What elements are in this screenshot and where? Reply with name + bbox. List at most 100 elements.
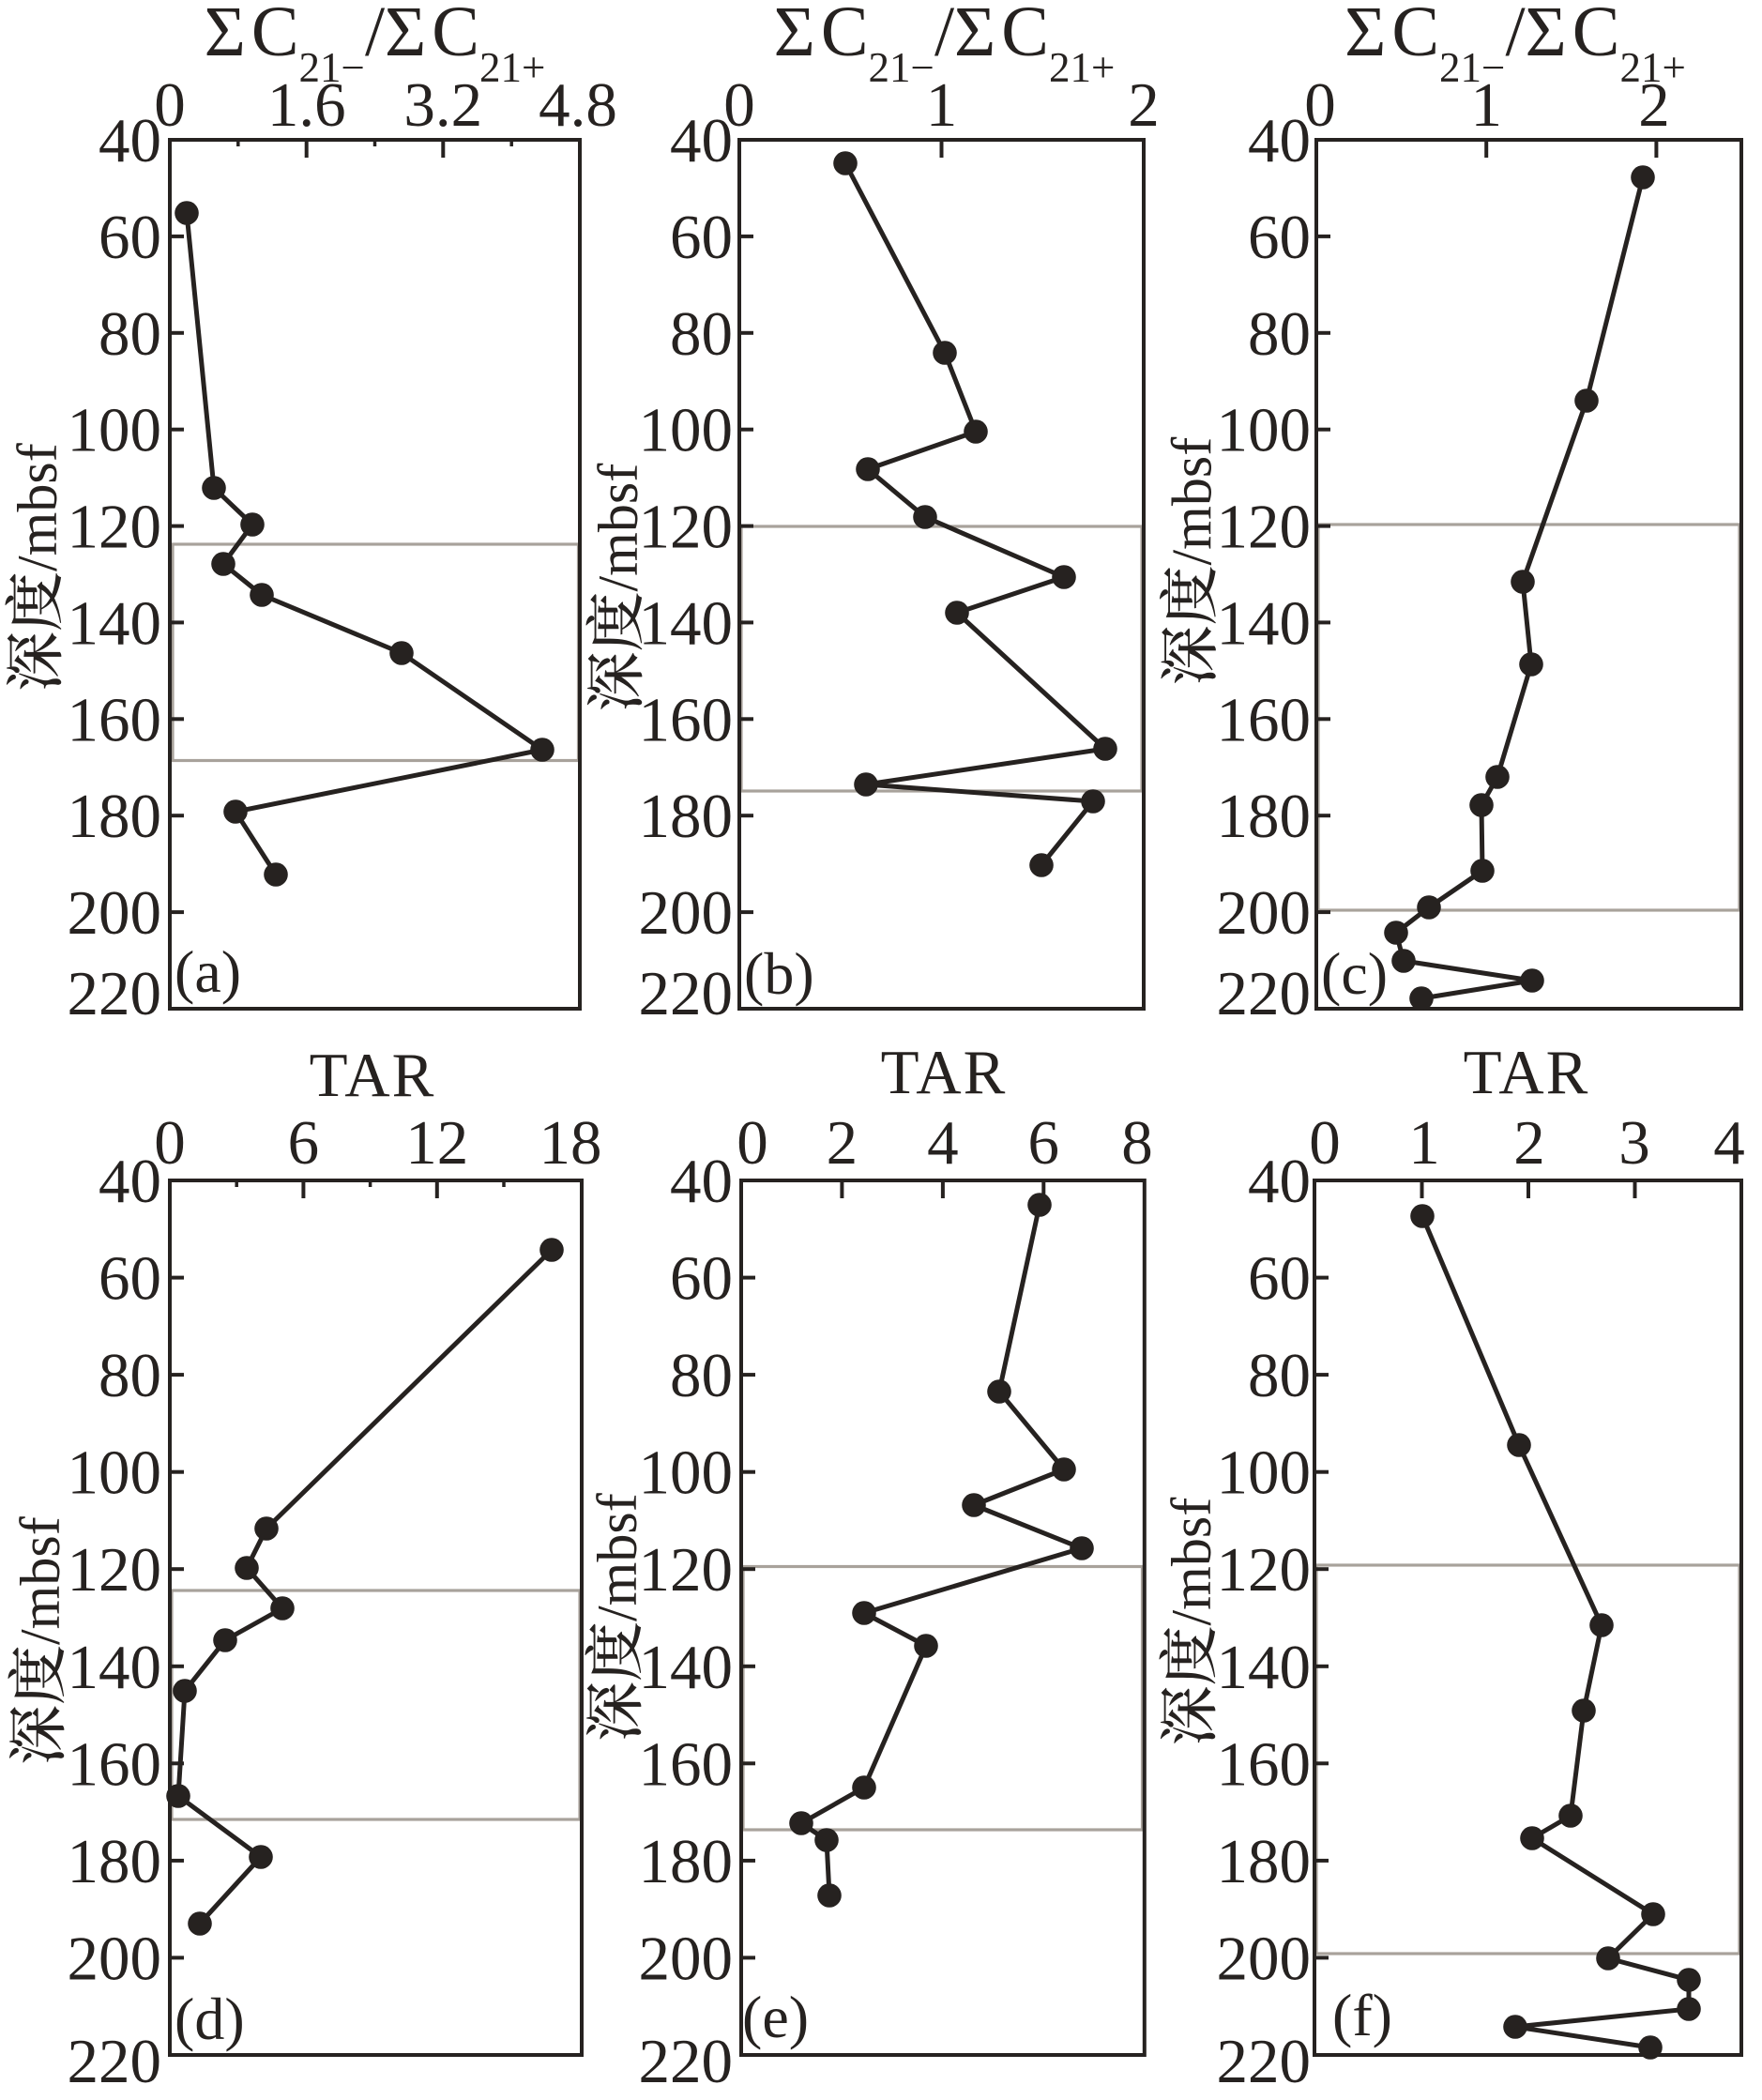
svg-text:120: 120 [68,1535,162,1605]
svg-text:120: 120 [1217,1535,1312,1605]
svg-text:220: 220 [639,2027,734,2096]
svg-text:180: 180 [1217,782,1312,851]
svg-text:60: 60 [670,1244,733,1314]
svg-text:180: 180 [1217,1827,1312,1896]
svg-text:220: 220 [1217,2027,1312,2096]
svg-text:120: 120 [1217,493,1312,562]
svg-text:160: 160 [639,685,734,754]
svg-text:60: 60 [99,203,161,272]
svg-text:60: 60 [1248,1244,1311,1314]
svg-text:12: 12 [405,1108,468,1178]
svg-text:100: 100 [639,1438,734,1508]
svg-text:120: 120 [639,1535,734,1605]
svg-text:0: 0 [154,70,186,140]
svg-text:1: 1 [1408,1108,1440,1178]
svg-text:/mbsf: /mbsf [9,1516,71,1645]
svg-text:100: 100 [68,1438,162,1508]
svg-text:0: 0 [1309,1108,1341,1178]
svg-text:60: 60 [1248,203,1311,272]
svg-text:140: 140 [1217,1633,1312,1702]
svg-text:3.2: 3.2 [403,70,482,140]
svg-text:80: 80 [670,1341,733,1410]
svg-text:80: 80 [1248,299,1311,369]
svg-text:100: 100 [68,396,162,465]
svg-text:200: 200 [1217,878,1312,948]
svg-text:(e): (e) [742,1984,809,2050]
svg-text:0: 0 [1304,70,1336,140]
svg-text:60: 60 [99,1244,161,1314]
svg-text:200: 200 [639,878,734,948]
svg-text:(d): (d) [175,1986,245,2052]
svg-text:200: 200 [68,878,162,948]
svg-text:120: 120 [68,493,162,562]
svg-text:TAR: TAR [310,1041,436,1110]
svg-text:4: 4 [927,1108,959,1178]
svg-text:2: 2 [1128,70,1160,140]
svg-text:40: 40 [670,1147,733,1216]
svg-text:100: 100 [639,396,734,465]
svg-text:2: 2 [827,1108,858,1178]
svg-text:/mbsf: /mbsf [7,443,68,571]
svg-text:140: 140 [68,588,162,658]
svg-text:160: 160 [68,685,162,754]
svg-text:0: 0 [723,70,755,140]
svg-text:180: 180 [68,782,162,851]
svg-text:80: 80 [670,299,733,369]
svg-text:0: 0 [737,1108,768,1178]
svg-text:4.8: 4.8 [539,70,617,140]
svg-text:40: 40 [1248,1147,1311,1216]
svg-text:80: 80 [99,1341,161,1410]
svg-text:180: 180 [639,1827,734,1896]
svg-text:ΣC21−/ΣC21+: ΣC21−/ΣC21+ [774,0,1116,91]
svg-text:/mbsf: /mbsf [1161,1498,1223,1626]
svg-text:40: 40 [1248,106,1311,175]
svg-text:3: 3 [1618,1108,1650,1178]
svg-text:140: 140 [1217,588,1312,658]
svg-text:40: 40 [670,106,733,175]
svg-text:(f): (f) [1332,1982,1392,2048]
svg-text:160: 160 [639,1729,734,1799]
svg-text:1: 1 [1470,70,1502,140]
svg-text:/mbsf: /mbsf [586,1493,648,1621]
svg-text:2: 2 [1513,1108,1545,1178]
svg-text:200: 200 [639,1924,734,1993]
svg-text:/mbsf: /mbsf [1162,437,1223,566]
svg-text:160: 160 [68,1729,162,1799]
svg-text:6: 6 [1028,1108,1060,1178]
svg-text:/mbsf: /mbsf [587,464,649,592]
svg-text:60: 60 [670,203,733,272]
svg-text:220: 220 [1217,959,1312,1028]
svg-text:120: 120 [639,493,734,562]
svg-text:220: 220 [639,959,734,1028]
svg-text:40: 40 [99,1147,161,1216]
svg-text:160: 160 [1217,1729,1312,1799]
svg-text:8: 8 [1121,1108,1153,1178]
svg-text:80: 80 [99,299,161,369]
svg-text:200: 200 [1217,1924,1312,1993]
svg-text:TAR: TAR [1464,1038,1590,1107]
svg-text:180: 180 [639,782,734,851]
svg-text:160: 160 [1217,685,1312,754]
svg-text:80: 80 [1248,1341,1311,1410]
svg-text:(b): (b) [744,940,814,1007]
svg-text:4: 4 [1713,1108,1745,1178]
svg-text:1.6: 1.6 [267,70,346,140]
svg-text:220: 220 [68,2027,162,2096]
svg-text:18: 18 [539,1108,602,1178]
svg-text:2: 2 [1638,70,1670,140]
svg-text:100: 100 [1217,1438,1312,1508]
svg-text:0: 0 [154,1108,186,1178]
svg-text:140: 140 [68,1633,162,1702]
svg-text:40: 40 [99,106,161,175]
svg-text:6: 6 [288,1108,320,1178]
svg-text:(c): (c) [1321,940,1388,1007]
svg-text:(a): (a) [175,938,241,1005]
svg-text:200: 200 [68,1924,162,1993]
svg-text:140: 140 [639,588,734,658]
svg-text:1: 1 [926,70,958,140]
svg-text:TAR: TAR [881,1038,1008,1107]
svg-text:100: 100 [1217,396,1312,465]
svg-text:220: 220 [68,959,162,1028]
svg-text:180: 180 [68,1827,162,1896]
svg-text:140: 140 [639,1633,734,1702]
